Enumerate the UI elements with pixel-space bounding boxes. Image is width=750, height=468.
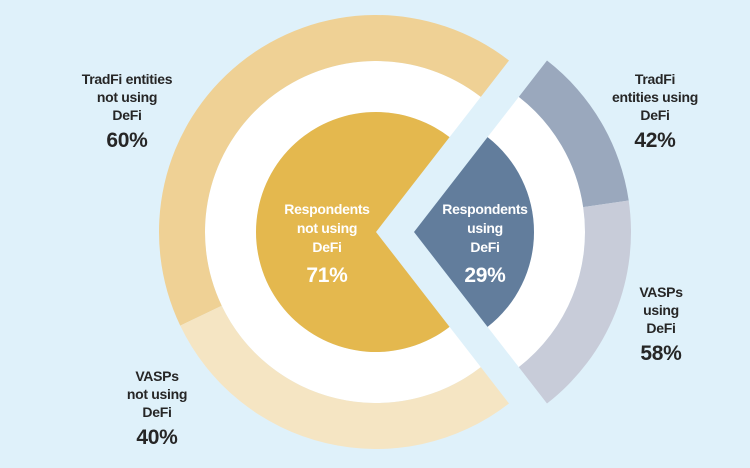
inner-slice-using [414,137,535,327]
label-vasps-not-using: VASPs not using DeFi 40% [82,367,232,452]
label-tradfi-using: TradFi entities using DeFi 42% [580,70,730,155]
outer-slice-using-0 [518,60,629,208]
inner-label-value: 71% [306,264,348,287]
inner-label-value: 29% [464,264,506,287]
white-ring-using [487,96,586,368]
label-text: VASPs using DeFi [639,284,683,336]
inner-slice-not-using [256,112,450,352]
inner-label-text: Respondents using DeFi [442,201,528,255]
white-ring-not-using [205,61,481,403]
label-text: TradFi entities not using DeFi [81,71,173,123]
label-value: 42% [634,129,676,152]
label-value: 60% [106,129,148,152]
inner-label-using: Respondents using DeFi 29% [420,200,550,290]
outer-slice-not-using-1 [180,305,510,450]
outer-slice-not-using-0 [158,15,510,326]
inner-label-text: Respondents not using DeFi [284,201,370,255]
label-text: TradFi entities using DeFi [611,71,699,123]
outer-slice-using-1 [518,200,631,404]
label-vasps-using: VASPs using DeFi 58% [586,283,736,368]
label-text: VASPs not using DeFi [126,368,188,420]
label-value: 58% [640,342,682,365]
inner-label-not-using: Respondents not using DeFi 71% [262,200,392,290]
label-tradfi-not-using: TradFi entities not using DeFi 60% [52,70,202,155]
label-value: 40% [136,426,178,449]
